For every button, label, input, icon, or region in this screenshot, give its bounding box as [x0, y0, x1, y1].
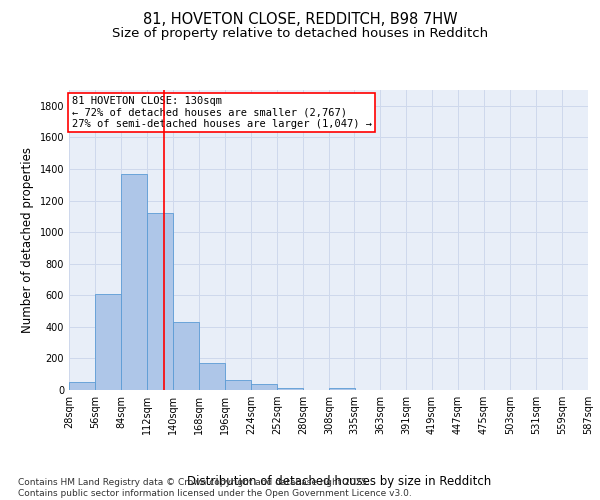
Bar — [277, 388, 303, 390]
Bar — [199, 363, 225, 390]
Text: Size of property relative to detached houses in Redditch: Size of property relative to detached ho… — [112, 28, 488, 40]
Bar — [147, 213, 173, 390]
Text: Contains HM Land Registry data © Crown copyright and database right 2025.
Contai: Contains HM Land Registry data © Crown c… — [18, 478, 412, 498]
Text: 81, HOVETON CLOSE, REDDITCH, B98 7HW: 81, HOVETON CLOSE, REDDITCH, B98 7HW — [143, 12, 457, 28]
Bar — [121, 174, 147, 390]
Bar — [225, 380, 251, 390]
Bar — [329, 388, 355, 390]
Bar — [95, 294, 121, 390]
Bar — [69, 382, 95, 390]
Text: 81 HOVETON CLOSE: 130sqm
← 72% of detached houses are smaller (2,767)
27% of sem: 81 HOVETON CLOSE: 130sqm ← 72% of detach… — [71, 96, 371, 129]
Bar — [251, 384, 277, 390]
Y-axis label: Number of detached properties: Number of detached properties — [21, 147, 34, 333]
Bar — [173, 322, 199, 390]
Text: Distribution of detached houses by size in Redditch: Distribution of detached houses by size … — [187, 474, 491, 488]
